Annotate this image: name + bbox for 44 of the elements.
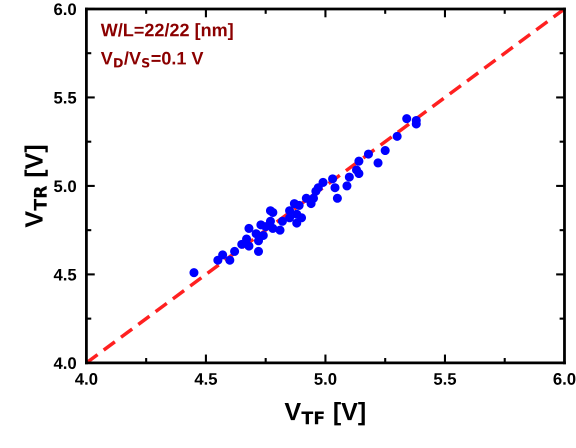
point: [308, 194, 318, 203]
text: 4.0: [75, 373, 98, 385]
point: [364, 150, 373, 159]
x-axis-title: V$_{TF}$ [V]: [284, 402, 365, 426]
y-tick-label: 6.0: [54, 3, 76, 16]
y-axis-title: V$_{TR}$ [V]: [24, 146, 48, 228]
point: [380, 146, 390, 156]
point: [294, 200, 304, 210]
point: [344, 172, 354, 182]
point: [218, 250, 228, 260]
x-tick-label: 6.0: [554, 373, 576, 385]
point: [244, 224, 254, 233]
point: [276, 226, 285, 235]
x-tick-label: 5.0: [314, 373, 336, 385]
point: [402, 114, 412, 124]
point: [374, 158, 383, 168]
point: [268, 208, 278, 217]
x-tick-label: 4.5: [194, 373, 218, 385]
point: [230, 246, 240, 256]
point: [297, 213, 306, 222]
point: [189, 268, 198, 278]
annotation: W/L=22/22 [nm]: [100, 23, 233, 40]
point: [225, 256, 234, 265]
y-tick-label: 5.5: [54, 92, 76, 104]
point: [242, 234, 252, 244]
y-tick-label: 4.0: [54, 357, 76, 370]
point: [244, 242, 254, 251]
y-tick-label: 4.5: [54, 268, 76, 281]
annotation: V$_{D}$/V$_{S}$=0.1 V: [100, 51, 204, 68]
point: [328, 174, 338, 184]
point: [266, 216, 275, 226]
point: [254, 246, 264, 256]
x-tick-label: 5.5: [434, 373, 456, 385]
point: [330, 183, 340, 192]
point: [354, 169, 364, 178]
point: [278, 216, 287, 226]
point: [285, 213, 294, 222]
point: [318, 178, 328, 187]
y-tick-label: 5.0: [54, 180, 76, 192]
point: [258, 230, 268, 240]
point: [392, 132, 402, 141]
point: [342, 181, 352, 190]
point: [354, 156, 364, 166]
point: [332, 194, 342, 203]
